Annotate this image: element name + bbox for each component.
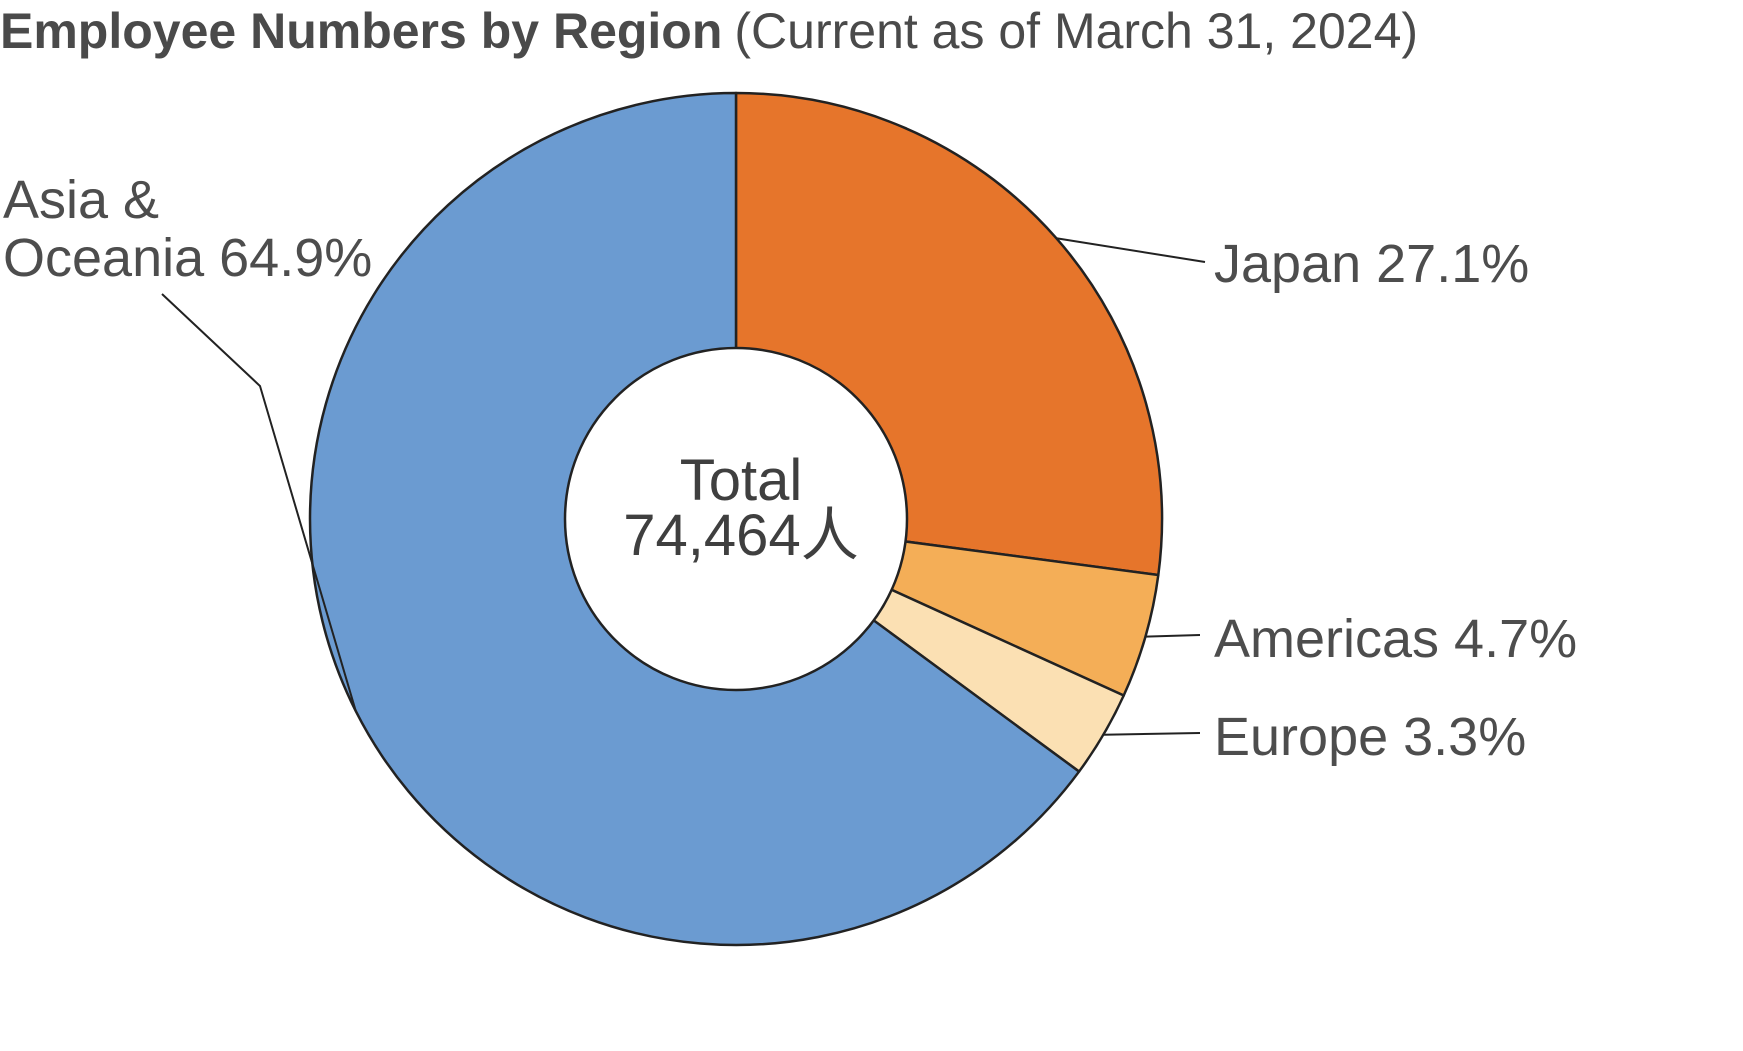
slice-label-japan: Japan 27.1% [1214, 234, 1529, 294]
slice-name: Europe [1214, 707, 1388, 767]
chart-title-main: Employee Numbers by Region [0, 3, 723, 59]
slice-name: Oceania [3, 228, 205, 288]
slice-name: Asia & [3, 170, 159, 230]
slice-percent: 64.9% [204, 228, 372, 288]
leader-line-americas [1145, 634, 1201, 638]
slice-labels: Japan 27.1% Americas 4.7% Europe 3.3% Asia … [3, 170, 1577, 767]
slice-label-americas: Americas 4.7% [1214, 609, 1577, 669]
slice-percent: 27.1% [1361, 234, 1529, 294]
leader-line-europe [1103, 732, 1201, 736]
donut-center-hole [563, 346, 909, 692]
chart-subtitle: (Current as of March 31, 2024) [734, 3, 1419, 59]
center-total-label: Total [680, 448, 803, 513]
slice-percent: 3.3% [1388, 707, 1526, 767]
leader-line-japan [1056, 237, 1206, 263]
slice-name: Americas [1214, 609, 1439, 669]
center-total-value: 74,464人 [623, 503, 858, 568]
leader-line-asia-and-oceania [161, 293, 357, 712]
slice-percent: 4.7% [1439, 609, 1577, 669]
slice-label-europe: Europe 3.3% [1214, 707, 1526, 767]
leader-lines [161, 237, 1206, 736]
slice-label-asia-and-oceania: Asia & Oceania 64.9% [3, 170, 372, 288]
chart-title: Employee Numbers by Region (Current as of… [0, 0, 1418, 62]
slice-name: Japan [1214, 234, 1361, 294]
